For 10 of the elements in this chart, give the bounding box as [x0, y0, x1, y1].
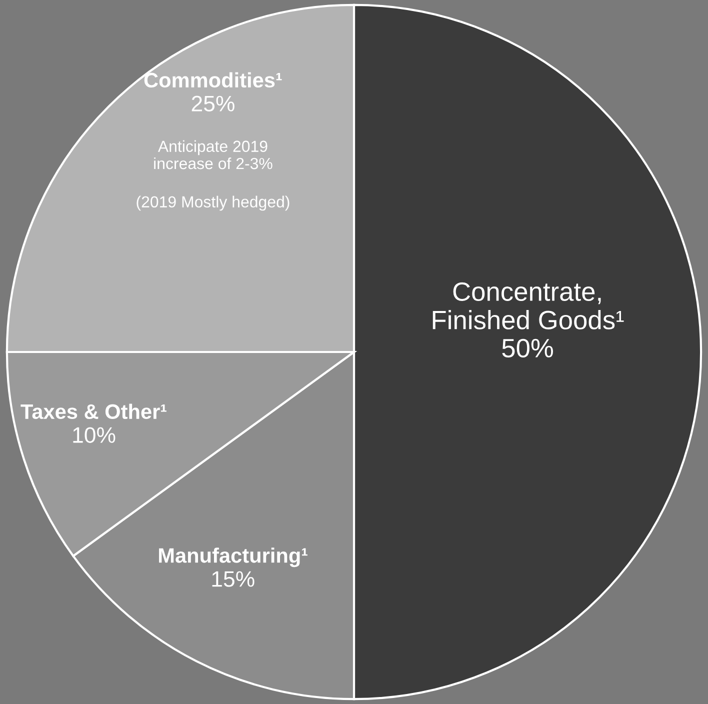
data-label: 15% — [212, 571, 254, 587]
slice-label: Concentrate, Finished Goods¹ — [432, 282, 624, 330]
slice-label: Taxes & Other¹ — [20, 404, 166, 420]
slice-label: Manufacturing¹ — [159, 548, 308, 568]
data-label: 25% — [192, 96, 234, 112]
text: Anticipate 2019 increase of 2-3% — [154, 140, 272, 170]
slice-label: Commodities¹ — [144, 72, 282, 88]
data-label: 10% — [73, 427, 116, 443]
data-label: 50% — [502, 338, 553, 358]
text: (2019 Mostly hedged) — [136, 196, 290, 211]
